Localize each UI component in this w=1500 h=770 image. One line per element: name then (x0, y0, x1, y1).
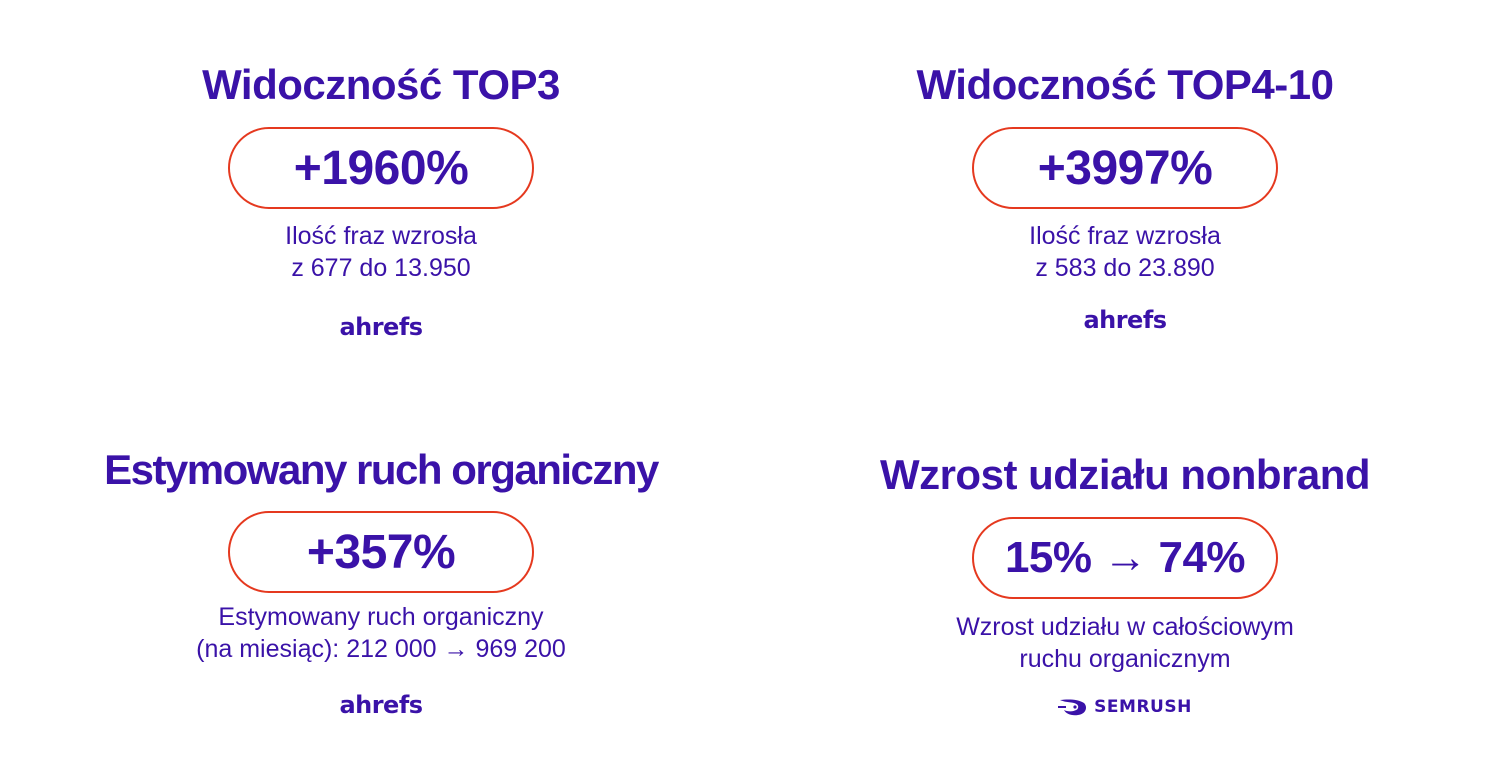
semrush-logo: SEMRUSH (1058, 697, 1192, 717)
semrush-wordmark: SEMRUSH (1094, 697, 1192, 718)
stat-description-line: Wzrost udziału w całościowym (956, 613, 1294, 642)
stat-description-line: z 677 do 13.950 (291, 254, 471, 283)
stat-card-organic-traffic: Estymowany ruch organiczny +357% Estymow… (31, 446, 731, 720)
stat-description-line: Estymowany ruch organiczny (218, 603, 544, 632)
stat-description-line: Ilość fraz wzrosła (1029, 222, 1221, 251)
stat-description: Wzrost udziału w całościowym ruchu organ… (956, 611, 1294, 675)
stat-card-top4-10: Widoczność TOP4-10 +3997% Ilość fraz wzr… (775, 61, 1475, 335)
stat-value-pill: +357% (228, 511, 534, 594)
ahrefs-logo: ahrefs (1083, 306, 1167, 335)
stat-title: Estymowany ruch organiczny (104, 446, 659, 493)
stat-description-line: (na miesiąc): 212 000 → 969 200 (196, 635, 566, 664)
stat-value-pill: +1960% (228, 127, 534, 210)
stat-description-line: ruchu organicznym (1019, 645, 1231, 674)
stat-description-line: Ilość fraz wzrosła (285, 222, 477, 251)
ahrefs-logo: ahrefs (339, 691, 423, 720)
stat-description-line: z 583 do 23.890 (1035, 254, 1215, 283)
stat-value-pill: 15% → 74% (972, 517, 1278, 600)
stat-title: Widoczność TOP3 (202, 61, 560, 108)
stat-description: Estymowany ruch organiczny (na miesiąc):… (196, 601, 566, 665)
stat-description: Ilość fraz wzrosła z 677 do 13.950 (285, 220, 477, 284)
stat-value-pill: +3997% (972, 127, 1278, 210)
stat-card-nonbrand-share: Wzrost udziału nonbrand 15% → 74% Wzrost… (775, 451, 1475, 717)
ahrefs-logo: ahrefs (339, 313, 423, 342)
semrush-flame-icon (1058, 699, 1087, 716)
stat-description: Ilość fraz wzrosła z 583 do 23.890 (1029, 220, 1221, 284)
stat-title: Widoczność TOP4-10 (916, 61, 1334, 108)
stat-title: Wzrost udziału nonbrand (879, 451, 1371, 498)
stat-card-top3: Widoczność TOP3 +1960% Ilość fraz wzrosł… (31, 61, 731, 342)
